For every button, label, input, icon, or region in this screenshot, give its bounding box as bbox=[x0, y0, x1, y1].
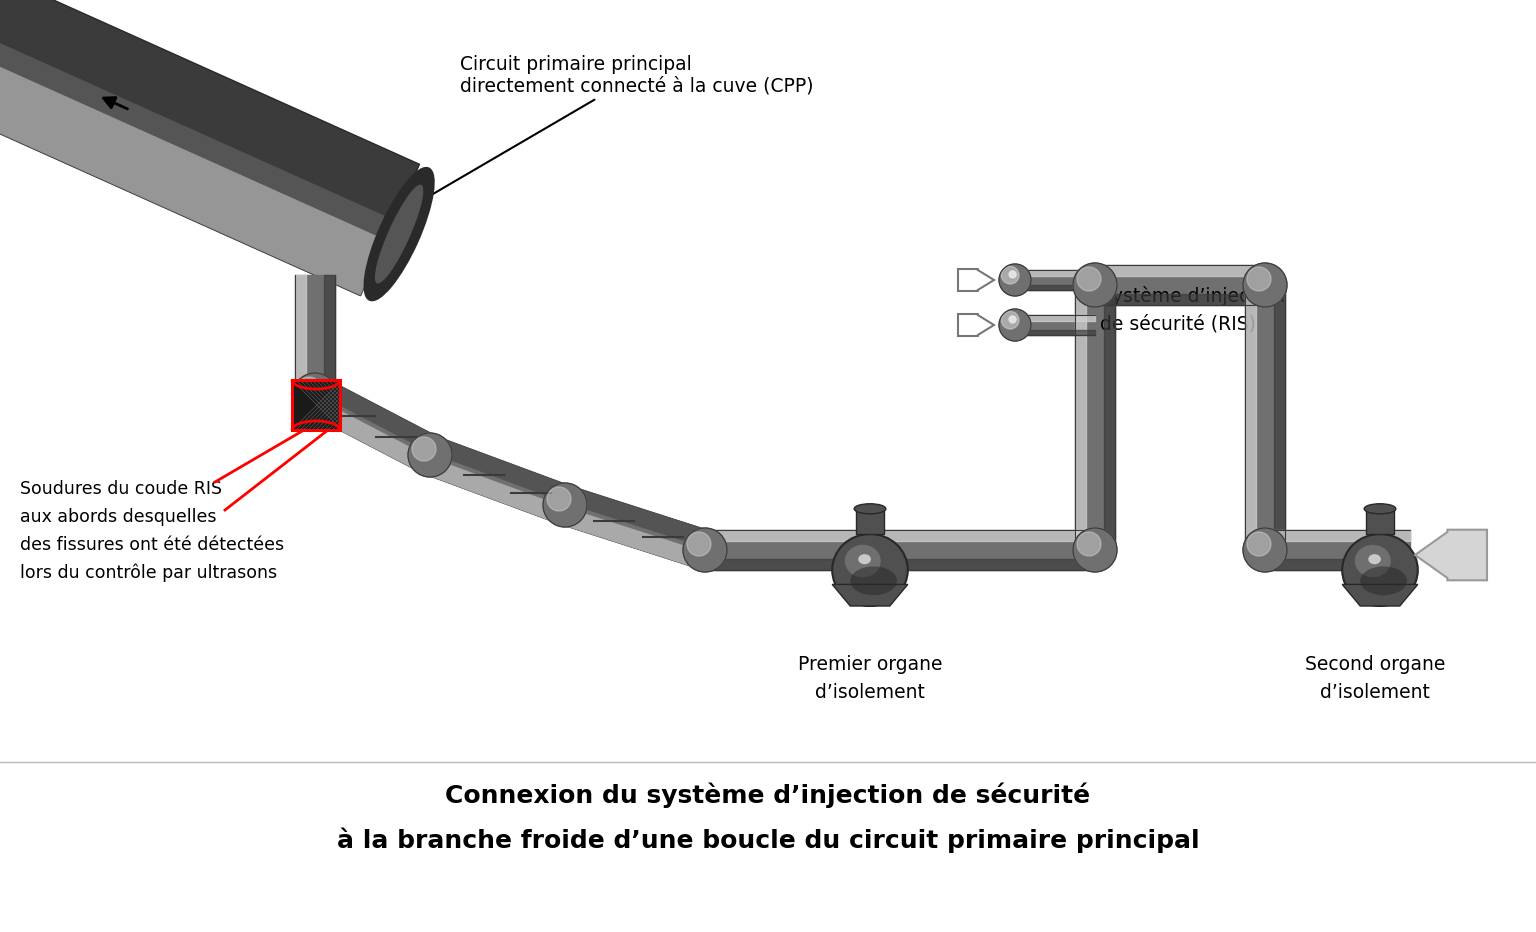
Circle shape bbox=[687, 532, 711, 556]
Polygon shape bbox=[559, 507, 705, 569]
Polygon shape bbox=[316, 377, 439, 453]
Polygon shape bbox=[306, 377, 439, 473]
Circle shape bbox=[1001, 311, 1018, 329]
Polygon shape bbox=[958, 314, 994, 336]
Bar bbox=[1095, 265, 1266, 305]
Text: Circuit primaire principal
directement connecté à la cuve (CPP): Circuit primaire principal directement c… bbox=[390, 54, 814, 219]
Polygon shape bbox=[422, 436, 571, 524]
Polygon shape bbox=[958, 269, 994, 291]
Ellipse shape bbox=[851, 567, 897, 596]
Polygon shape bbox=[0, 0, 419, 295]
Polygon shape bbox=[430, 436, 571, 503]
Text: Second organe
d’isolement: Second organe d’isolement bbox=[1304, 655, 1445, 702]
Bar bbox=[1075, 285, 1086, 550]
Circle shape bbox=[1243, 263, 1287, 307]
Bar bbox=[1095, 265, 1266, 276]
Circle shape bbox=[1247, 532, 1270, 556]
Bar bbox=[1028, 315, 1095, 321]
Bar bbox=[869, 559, 1095, 570]
Ellipse shape bbox=[1355, 545, 1390, 577]
Ellipse shape bbox=[859, 555, 871, 564]
Polygon shape bbox=[0, 0, 419, 220]
Circle shape bbox=[1247, 267, 1270, 291]
Bar bbox=[1028, 270, 1095, 276]
Ellipse shape bbox=[845, 545, 880, 577]
Bar bbox=[869, 530, 1095, 570]
Bar bbox=[292, 380, 339, 430]
Bar bbox=[705, 530, 876, 570]
Ellipse shape bbox=[364, 168, 433, 300]
Bar bbox=[1104, 285, 1115, 550]
Circle shape bbox=[293, 373, 336, 417]
Bar bbox=[1266, 530, 1410, 570]
Polygon shape bbox=[306, 397, 429, 473]
Bar bbox=[295, 275, 335, 395]
Bar bbox=[1266, 559, 1410, 570]
Text: Premier organe
d’isolement: Premier organe d’isolement bbox=[797, 655, 942, 702]
Circle shape bbox=[1077, 267, 1101, 291]
Circle shape bbox=[1077, 532, 1101, 556]
Bar bbox=[1028, 270, 1095, 290]
Circle shape bbox=[409, 433, 452, 477]
Ellipse shape bbox=[833, 534, 908, 606]
Circle shape bbox=[1243, 528, 1287, 572]
Circle shape bbox=[296, 377, 321, 401]
Circle shape bbox=[1074, 528, 1117, 572]
Bar bbox=[1266, 530, 1410, 541]
Bar bbox=[869, 530, 1095, 541]
Bar bbox=[1366, 509, 1395, 534]
Bar bbox=[1075, 285, 1115, 550]
Bar bbox=[1028, 315, 1095, 335]
Text: Système d’injection
de sécurité (RIS): Système d’injection de sécurité (RIS) bbox=[1100, 286, 1286, 334]
Circle shape bbox=[1074, 263, 1117, 307]
Polygon shape bbox=[565, 486, 711, 548]
Circle shape bbox=[1009, 316, 1017, 322]
Circle shape bbox=[412, 437, 436, 461]
Circle shape bbox=[998, 309, 1031, 341]
Bar bbox=[1028, 284, 1095, 290]
Polygon shape bbox=[422, 457, 564, 524]
Circle shape bbox=[998, 264, 1031, 296]
Bar bbox=[324, 275, 335, 395]
Ellipse shape bbox=[1361, 567, 1407, 596]
Ellipse shape bbox=[1369, 555, 1381, 564]
Ellipse shape bbox=[375, 185, 424, 283]
Polygon shape bbox=[0, 20, 386, 295]
Text: Connexion du système d’injection de sécurité: Connexion du système d’injection de sécu… bbox=[445, 782, 1091, 808]
Circle shape bbox=[684, 528, 727, 572]
Polygon shape bbox=[833, 584, 908, 606]
Polygon shape bbox=[1342, 584, 1418, 606]
Bar bbox=[292, 380, 339, 430]
Polygon shape bbox=[559, 486, 711, 569]
Circle shape bbox=[1009, 271, 1017, 278]
Bar bbox=[1095, 294, 1266, 305]
Bar bbox=[705, 530, 876, 541]
Bar bbox=[295, 275, 306, 395]
Bar bbox=[705, 559, 876, 570]
Bar bbox=[856, 509, 885, 534]
Circle shape bbox=[547, 487, 571, 511]
Bar bbox=[1246, 285, 1256, 550]
Ellipse shape bbox=[1364, 504, 1396, 514]
Ellipse shape bbox=[854, 504, 886, 514]
Text: Soudures du coude RIS
aux abords desquelles
des fissures ont été détectées
lors : Soudures du coude RIS aux abords desquel… bbox=[20, 480, 284, 582]
Bar bbox=[1273, 285, 1286, 550]
Bar bbox=[1246, 285, 1286, 550]
Text: à la branche froide d’une boucle du circuit primaire principal: à la branche froide d’une boucle du circ… bbox=[336, 828, 1200, 853]
Polygon shape bbox=[1415, 529, 1487, 581]
Bar bbox=[1028, 330, 1095, 335]
Ellipse shape bbox=[1342, 534, 1418, 606]
Circle shape bbox=[544, 483, 587, 527]
Circle shape bbox=[1001, 267, 1018, 284]
